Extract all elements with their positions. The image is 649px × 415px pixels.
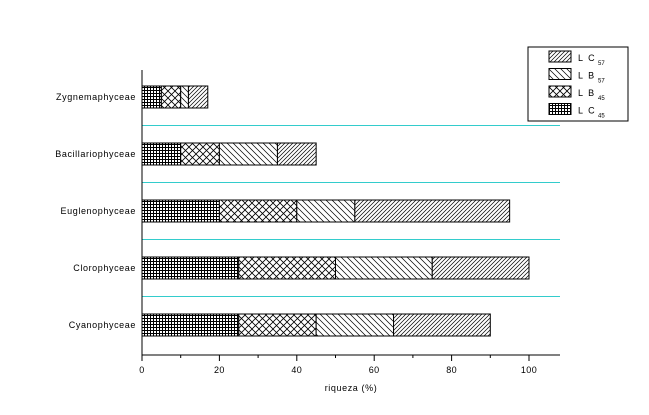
category-labels-group: Cyanophyceae Clorophyceae Euglenophyceae Ba… [55,92,136,330]
bar-segment-lc45 [141,256,240,280]
x-tick-label: 60 [369,365,380,375]
category-separators [142,125,560,297]
x-ticks-group: 0 20 40 60 80 100 [139,355,537,375]
category-label: Zygnemaphyceae [56,92,136,102]
bar-segment-lb57 [315,313,395,337]
bar-segment-lc45 [141,142,182,166]
legend-frame [527,46,629,122]
legend-subscript-lc57: 57 [598,61,605,67]
bar-segment-lb57 [180,85,189,109]
bar-segment-lb57 [335,256,433,280]
legend-swatch-lb57 [548,68,572,80]
bar-segment-lc57 [393,313,491,337]
bar-segment-lc57 [187,85,209,109]
legend-swatch-lb45 [548,85,572,98]
bar-segment-lb45 [238,256,336,280]
legend-label-lb45: L B [578,88,596,98]
bar-segment-lc45 [141,85,162,109]
x-tick-label: 20 [214,365,225,375]
bar-segment-lc45 [141,313,240,337]
bar-segment-lc57 [431,256,530,280]
category-label: Cyanophyceae [69,320,136,330]
bar-segment-lb45 [180,142,220,166]
legend-label-lb57: L B [578,71,596,81]
category-label: Clorophyceae [73,263,136,273]
bar-segment-lc45 [141,199,220,223]
bar-segment-lb45 [160,85,182,109]
bar-segment-lc57 [354,199,511,223]
x-tick-label: 0 [139,365,144,375]
legend-swatch-lc57 [548,50,572,63]
legend-swatch-lc45 [548,103,572,115]
x-tick-label: 80 [446,365,457,375]
legend-label-lc57: L C [578,53,596,63]
bar-segment-lb45 [218,199,298,223]
bar-segment-lb57 [296,199,356,223]
x-tick-label: 40 [291,365,302,375]
bar-segment-lb57 [218,142,278,166]
legend-subscript-lc45: 45 [598,114,605,120]
bar-segment-lb45 [238,313,317,337]
legend-subscript-lb45: 45 [598,96,605,102]
x-axis-title: riqueza (%) [325,383,378,393]
legend-subscript-lb57: 57 [598,79,605,85]
legend-label-lc45: L C [578,106,596,116]
category-label: Euglenophyceae [61,206,136,216]
category-label: Bacillariophyceae [55,149,136,159]
bars-group [141,85,530,337]
x-tick-label: 100 [521,365,537,375]
bar-segment-lc57 [276,142,317,166]
